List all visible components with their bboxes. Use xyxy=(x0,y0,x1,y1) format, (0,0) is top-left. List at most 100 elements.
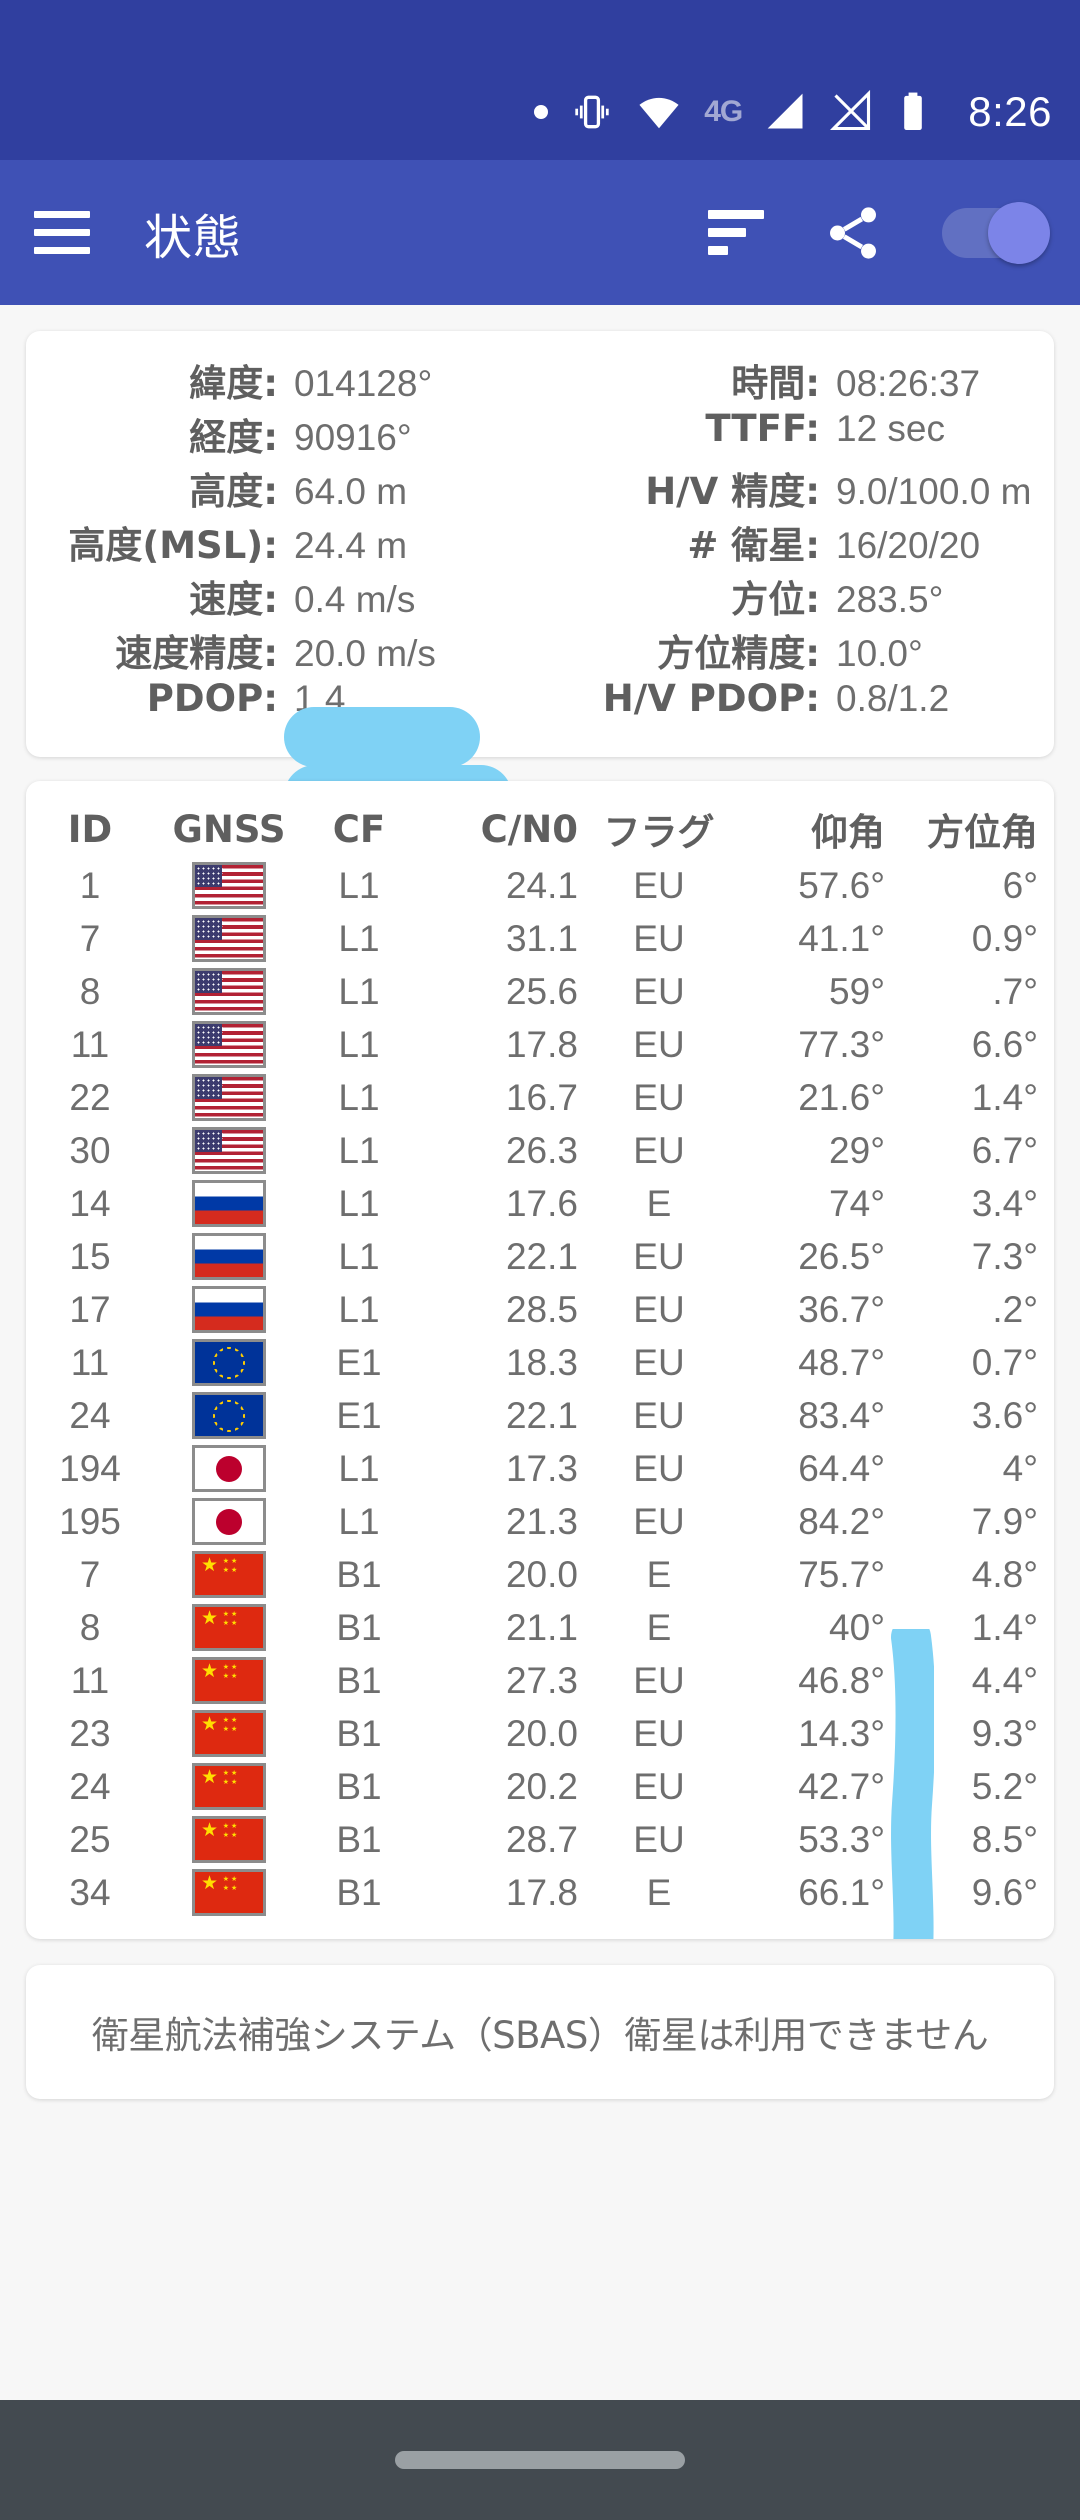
app-bar-actions xyxy=(708,201,1054,264)
table-row: 24 E1 22.1 EU 83.4° 3.6° xyxy=(26,1389,1054,1442)
app-bar: 状態 xyxy=(0,160,1080,305)
info-label: 方位: xyxy=(731,578,820,621)
gnss-flag-cell xyxy=(154,1654,304,1707)
table-row: 11 E1 18.3 EU 48.7° 0.7° xyxy=(26,1336,1054,1389)
cell-id: 24 xyxy=(69,1765,111,1807)
cell-id: 30 xyxy=(69,1129,111,1171)
gnss-flag-cell xyxy=(154,965,304,1018)
cell-flag: EU xyxy=(633,1500,685,1542)
cell-cn0: 27.3 xyxy=(505,1659,578,1701)
column-header-c-gnss: GNSS xyxy=(172,807,286,851)
cell-flag: EU xyxy=(633,1659,685,1701)
cell-cf: L1 xyxy=(338,1500,380,1542)
clock-time: 8:26 xyxy=(968,88,1052,135)
column-header-c-flag: フラグ xyxy=(603,811,715,854)
us-flag-icon xyxy=(192,1021,266,1068)
cell-cf: B1 xyxy=(336,1606,382,1648)
cell-cf: L1 xyxy=(338,1235,380,1277)
cell-id: 1 xyxy=(79,864,101,906)
gnss-flag-cell xyxy=(154,1071,304,1124)
info-row-left-5: 速度精度: 20.0 m/s xyxy=(26,623,540,677)
cell-elev: 29° xyxy=(829,1129,885,1171)
cell-flag: EU xyxy=(633,1076,685,1118)
info-label: # 衛星: xyxy=(687,524,820,567)
cell-elev: 66.1° xyxy=(798,1871,885,1913)
hamburger-menu-icon[interactable] xyxy=(34,211,90,254)
cell-cn0: 22.1 xyxy=(505,1394,578,1436)
cell-id: 194 xyxy=(59,1447,121,1489)
column-header-c-cf: CF xyxy=(332,807,386,851)
info-value: 283.5° xyxy=(836,579,944,620)
sort-filter-icon[interactable] xyxy=(708,210,764,255)
table-row: 14 L1 17.6 E 74° 3.4° xyxy=(26,1177,1054,1230)
satellite-table: ID GNSS CF C/N0 フラグ 仰角 方位角 1 L1 24.1 EU 57.6° 6° 7 L1… xyxy=(26,799,1054,1919)
status-bar: 4G 8:26 xyxy=(0,0,1080,160)
info-row-left-3: 高度(MSL): 24.4 m xyxy=(26,515,540,569)
cell-elev: 74° xyxy=(829,1182,885,1224)
table-row: 194 L1 17.3 EU 64.4° 4° xyxy=(26,1442,1054,1495)
gnss-flag-cell xyxy=(154,1018,304,1071)
share-icon[interactable] xyxy=(822,202,884,264)
cell-azim: 7.9° xyxy=(971,1500,1038,1542)
table-row: 11 L1 17.8 EU 77.3° 6.6° xyxy=(26,1018,1054,1071)
info-row-left-4: 速度: 0.4 m/s xyxy=(26,569,540,623)
cell-cn0: 26.3 xyxy=(505,1129,578,1171)
cell-id: 22 xyxy=(69,1076,111,1118)
cell-flag: EU xyxy=(633,917,685,959)
cell-id: 7 xyxy=(79,917,101,959)
cell-cn0: 20.0 xyxy=(505,1712,578,1754)
eu-flag-icon xyxy=(192,1392,266,1439)
gnss-flag-cell xyxy=(154,1230,304,1283)
cell-id: 23 xyxy=(69,1712,111,1754)
cell-azim: 1.4° xyxy=(971,1606,1038,1648)
cell-elev: 48.7° xyxy=(798,1341,885,1383)
info-row-left-1: 経度: 90916° xyxy=(26,407,540,461)
cell-flag: EU xyxy=(633,1765,685,1807)
cell-id: 15 xyxy=(69,1235,111,1277)
cell-azim: 6.7° xyxy=(971,1129,1038,1171)
cell-id: 8 xyxy=(79,1606,101,1648)
table-header-row: ID GNSS CF C/N0 フラグ 仰角 方位角 xyxy=(26,799,1054,859)
cell-flag: EU xyxy=(633,1341,685,1383)
table-row: 23 B1 20.0 EU 14.3° 9.3° xyxy=(26,1707,1054,1760)
cell-cn0: 28.5 xyxy=(505,1288,578,1330)
cell-cf: B1 xyxy=(336,1765,382,1807)
info-row-left-0: 緯度: 014128° xyxy=(26,353,540,407)
cell-cn0: 17.6 xyxy=(505,1182,578,1224)
cell-azim: 9.6° xyxy=(971,1871,1038,1913)
gnss-flag-cell xyxy=(154,1707,304,1760)
jp-flag-icon xyxy=(192,1498,266,1545)
cell-elev: 57.6° xyxy=(798,864,885,906)
cell-azim: 3.6° xyxy=(971,1394,1038,1436)
info-value: 9.0/100.0 m xyxy=(836,471,1032,512)
info-value: 24.4 m xyxy=(294,525,408,566)
cell-elev: 46.8° xyxy=(798,1659,885,1701)
info-value: 0.8/1.2 xyxy=(836,678,950,719)
location-info-card: 緯度: 014128° 経度: 90916° 高度: 64.0 m 高度(MSL): 24.4… xyxy=(26,331,1054,827)
cn-flag-icon xyxy=(192,1604,266,1651)
cell-azim: 3.4° xyxy=(971,1182,1038,1224)
network-4g-icon: 4G xyxy=(704,95,743,128)
cell-elev: 36.7° xyxy=(798,1288,885,1330)
cell-cn0: 31.1 xyxy=(505,917,578,959)
us-flag-icon xyxy=(192,1074,266,1121)
cell-azim: 4.4° xyxy=(971,1659,1038,1701)
info-label: H/V 精度: xyxy=(645,470,820,513)
us-flag-icon xyxy=(192,915,266,962)
info-value: 64.0 m xyxy=(294,471,408,512)
cn-flag-icon xyxy=(192,1657,266,1704)
cell-cn0: 17.8 xyxy=(505,1871,578,1913)
info-value: 014128° xyxy=(294,363,433,404)
us-flag-icon xyxy=(192,1127,266,1174)
cell-cn0: 22.1 xyxy=(505,1235,578,1277)
cell-cf: E1 xyxy=(336,1341,382,1383)
info-row-right-4: 方位: 283.5° xyxy=(540,569,1054,623)
gnss-flag-cell xyxy=(154,1442,304,1495)
table-row: 7 L1 31.1 EU 41.1° 0.9° xyxy=(26,912,1054,965)
info-row-right-5: 方位精度: 10.0° xyxy=(540,623,1054,677)
cell-cn0: 21.3 xyxy=(505,1500,578,1542)
cell-cn0: 20.2 xyxy=(505,1765,578,1807)
home-gesture-pill[interactable] xyxy=(395,2451,685,2469)
gnss-flag-cell xyxy=(154,1389,304,1442)
gnss-toggle-switch[interactable] xyxy=(942,201,1054,264)
